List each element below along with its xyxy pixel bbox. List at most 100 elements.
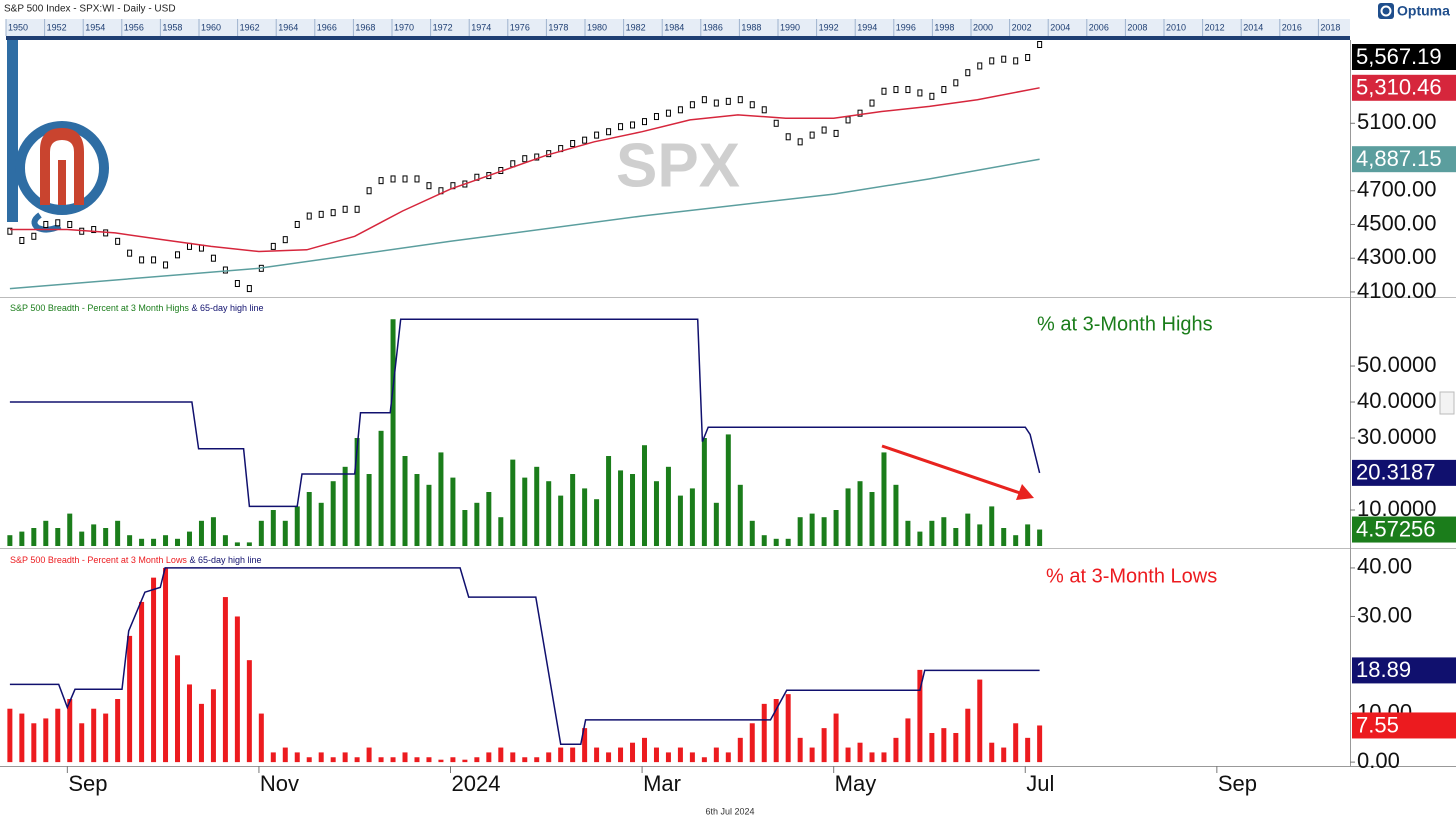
bar [31,723,37,763]
bar [749,723,755,763]
bar [270,752,276,763]
bar [905,718,911,763]
chart-title: S&P 500 Index - SPX:WI - Daily - USD [4,4,176,15]
price-marker [282,236,288,244]
y-tick-label: 30.00 [1357,602,1412,627]
bar [1013,723,1019,763]
bar [330,481,336,546]
annotation: % at 3-Month Lows [1046,565,1217,587]
bar [402,752,408,763]
value-badge [1352,74,1456,101]
value-badge-label: 18.89 [1356,657,1411,682]
bar [390,319,396,546]
bar [258,713,264,763]
value-badge-label: 5,567.19 [1356,44,1442,69]
price-marker [809,131,815,139]
price-marker [606,128,612,136]
bar [378,757,384,763]
bar [522,757,528,763]
bar [570,747,576,763]
price-marker [402,175,408,183]
bar [43,520,49,546]
bar [785,694,791,763]
scroll-handle[interactable] [1439,391,1455,415]
bar [665,752,671,763]
y-tick-label: 0.00 [1357,748,1400,773]
bar [163,535,169,546]
bar [115,699,121,763]
bar [905,520,911,546]
bar [210,689,216,763]
bar [797,517,803,546]
price-marker [1013,57,1019,65]
bar [186,684,192,763]
navigator-label: 1954 [85,22,105,32]
bar [1025,524,1031,546]
navigator-label: 2014 [1243,22,1263,32]
bar [151,577,157,763]
brand-hook [31,212,62,233]
price-marker [306,212,312,220]
annotation: % at 3-Month Highs [1037,313,1213,335]
price-marker [390,175,396,183]
price-marker [618,123,624,131]
bar [510,459,516,546]
bar [737,484,743,546]
line [9,318,1041,508]
bar [67,699,73,763]
value-badge-label: 20.3187 [1356,460,1436,485]
bar [294,506,300,546]
bar [989,506,995,546]
navigator-label: 2010 [1166,22,1186,32]
bar [438,759,444,763]
bar [175,538,181,546]
navigator-label: 1978 [548,22,568,32]
bar [342,466,348,546]
price-marker [522,155,528,163]
trend-arrow-head [1016,484,1034,500]
x-tick-label: Mar [643,771,681,796]
x-tick-label: Jul [1026,771,1054,796]
bar [773,538,779,546]
x-tick-label: May [835,771,877,796]
bar [19,531,25,546]
bar [534,466,540,546]
bar [139,601,145,763]
bar [450,757,456,763]
navigator-label: 1998 [934,22,954,32]
navigator-label: 1970 [394,22,414,32]
bar [821,517,827,546]
price-marker [115,237,121,245]
bar [977,524,983,546]
bar [450,477,456,546]
bar [79,723,85,763]
bar [761,535,767,546]
bar [282,747,288,763]
bar [618,747,624,763]
bar [845,747,851,763]
bar [713,747,719,763]
bar [282,520,288,546]
bar [630,742,636,763]
bar [366,747,372,763]
bar [462,759,468,763]
bar [318,502,324,546]
bar [701,438,707,546]
bar [618,470,624,546]
trend-arrow [881,444,1021,495]
bar [785,538,791,546]
bar [761,703,767,763]
bar [186,531,192,546]
value-badge [1352,459,1456,486]
price-marker [294,220,300,228]
bar [653,747,659,763]
price-marker [713,99,719,107]
bar [1025,737,1031,763]
bar [1013,535,1019,546]
price-marker [270,242,276,250]
bar [917,531,923,546]
bar [701,757,707,763]
price-marker [1025,54,1031,62]
price-marker [845,116,851,124]
